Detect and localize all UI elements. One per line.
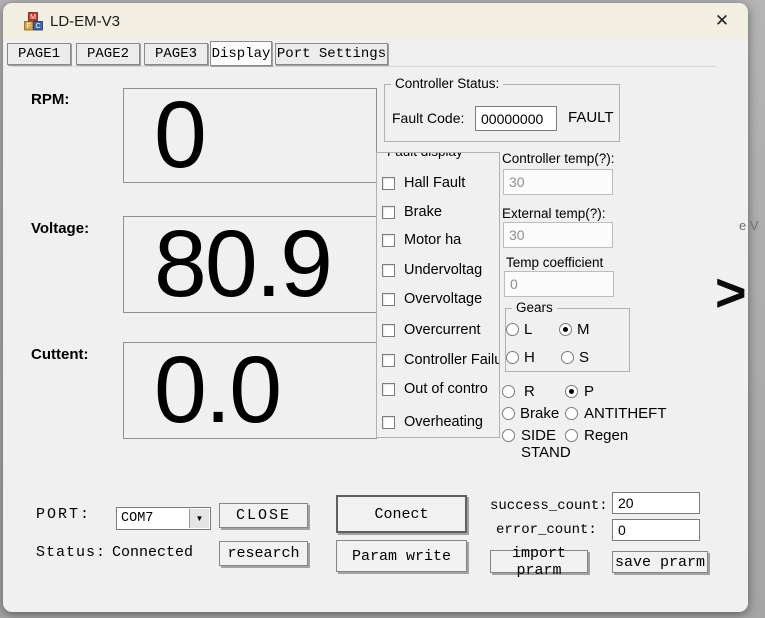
connect-button[interactable]: Conect <box>336 495 467 533</box>
gear-radio-h[interactable] <box>506 351 519 364</box>
checkbox-icon[interactable] <box>382 382 395 396</box>
checkbox-icon[interactable] <box>382 233 395 247</box>
tab-page2[interactable]: PAGE2 <box>76 43 140 65</box>
tab-page3[interactable]: PAGE3 <box>144 43 208 65</box>
close-port-button[interactable]: CLOSE <box>219 503 308 528</box>
success-count-label: success_count: <box>490 498 608 514</box>
tab-display[interactable]: Display <box>210 41 272 66</box>
mode-radio-r[interactable] <box>502 385 515 398</box>
checkbox-icon[interactable] <box>382 323 395 337</box>
mode-label-brake: Brake <box>520 405 560 422</box>
controller-status-title: Controller Status: <box>391 76 504 91</box>
fault-checkbox-overheating[interactable]: Overheating <box>382 414 499 430</box>
rpm-label: RPM: <box>31 91 70 108</box>
gears-title: Gears <box>512 300 557 315</box>
mode-label-regen: Regen <box>584 427 629 444</box>
gear-label-s: S <box>579 349 590 366</box>
port-label: PORT: <box>36 506 92 523</box>
controller-status-group: Controller Status: <box>384 76 620 142</box>
gear-radio-s[interactable] <box>561 351 574 364</box>
controller-temp-label: Controller temp(?): <box>502 151 615 166</box>
success-count-input[interactable] <box>612 492 700 514</box>
checkbox-icon[interactable] <box>382 263 395 277</box>
gear-label-h: H <box>524 349 535 366</box>
import-param-button[interactable]: import prarm <box>490 545 588 579</box>
fault-checkbox-undervoltage[interactable]: Undervoltag <box>382 262 499 278</box>
gear-label-l: L <box>524 321 533 338</box>
mode-radio-antitheft[interactable] <box>565 407 578 420</box>
voltage-value: 80.9 <box>154 216 333 313</box>
fault-checkbox-motor-hall[interactable]: Motor ha <box>382 232 499 248</box>
mode-radio-brake[interactable] <box>502 407 515 420</box>
mode-label-r: R <box>524 383 535 400</box>
fault-display-group: Fault display Hall Fault Brake Motor ha … <box>376 152 500 438</box>
temp-coefficient-input[interactable] <box>504 271 614 297</box>
window-title: LD-EM-V3 <box>50 13 121 30</box>
external-temp-label: External temp(?): <box>502 206 606 221</box>
current-value: 0.0 <box>154 342 282 439</box>
rpm-value: 0 <box>154 88 207 183</box>
status-label: Status: <box>36 544 107 561</box>
param-write-button[interactable]: Param write <box>336 540 467 572</box>
checkbox-icon[interactable] <box>382 205 395 219</box>
gear-label-m: M <box>577 321 590 338</box>
mode-label-side-stand: SIDE STAND <box>521 427 571 461</box>
titlebar: M F C LD-EM-V3 ✕ <box>3 3 748 39</box>
mode-radio-p[interactable] <box>565 385 578 398</box>
current-display: 0.0 <box>123 342 377 439</box>
fault-checkbox-overvoltage[interactable]: Overvoltage <box>382 291 499 307</box>
temp-coefficient-label: Temp coefficient <box>506 255 604 270</box>
fault-checkbox-controller-failure[interactable]: Controller Failure <box>382 352 499 368</box>
gear-radio-l[interactable] <box>506 323 519 336</box>
error-count-label: error_count: <box>496 522 597 538</box>
tabstrip-divider <box>11 66 717 67</box>
tab-page1[interactable]: PAGE1 <box>7 43 71 65</box>
status-value: Connected <box>112 544 194 561</box>
close-icon[interactable]: ✕ <box>706 6 738 36</box>
svg-text:C: C <box>35 23 40 30</box>
controller-temp-input[interactable] <box>503 169 613 195</box>
port-combobox-value: COM7 <box>121 511 154 526</box>
app-window: M F C LD-EM-V3 ✕ PAGE1 PAGE2 PAGE3 Displ… <box>3 3 748 612</box>
research-button[interactable]: research <box>219 541 308 566</box>
background-window-text: e V <box>739 218 759 233</box>
checkbox-icon[interactable] <box>382 292 395 306</box>
gears-group: Gears <box>505 300 630 372</box>
svg-text:F: F <box>27 23 31 30</box>
mode-radio-side-stand[interactable] <box>502 429 515 442</box>
current-label: Cuttent: <box>31 346 89 363</box>
next-arrow-icon[interactable]: > <box>715 263 747 323</box>
mode-label-p: P <box>584 383 595 400</box>
external-temp-input[interactable] <box>503 222 613 248</box>
mfc-blocks-icon: M F C <box>24 12 43 31</box>
fault-checkbox-overcurrent[interactable]: Overcurrent <box>382 322 499 338</box>
mode-radio-regen[interactable] <box>565 429 578 442</box>
error-count-input[interactable] <box>612 519 700 541</box>
checkbox-icon[interactable] <box>382 415 395 429</box>
chevron-down-icon[interactable]: ▼ <box>189 509 209 528</box>
fault-code-label: Fault Code: <box>392 110 465 126</box>
gear-radio-m[interactable] <box>559 323 572 336</box>
fault-display-title: Fault display <box>383 153 467 159</box>
checkbox-icon[interactable] <box>382 353 395 367</box>
svg-text:M: M <box>30 14 36 21</box>
fault-checkbox-brake[interactable]: Brake <box>382 204 499 220</box>
checkbox-icon[interactable] <box>382 176 395 190</box>
fault-checkbox-out-of-control[interactable]: Out of contro <box>382 381 499 397</box>
mode-label-antitheft: ANTITHEFT <box>584 405 667 422</box>
save-param-button[interactable]: save prarm <box>612 551 708 573</box>
fault-checkbox-hall-fault[interactable]: Hall Fault <box>382 175 499 191</box>
fault-code-input[interactable] <box>475 106 557 131</box>
voltage-label: Voltage: <box>31 220 90 237</box>
tab-port-settings[interactable]: Port Settings <box>275 43 388 65</box>
rpm-display: 0 <box>123 88 377 183</box>
fault-status-text: FAULT <box>568 109 614 126</box>
voltage-display: 80.9 <box>123 216 377 313</box>
port-combobox[interactable]: COM7 ▼ <box>116 507 211 530</box>
